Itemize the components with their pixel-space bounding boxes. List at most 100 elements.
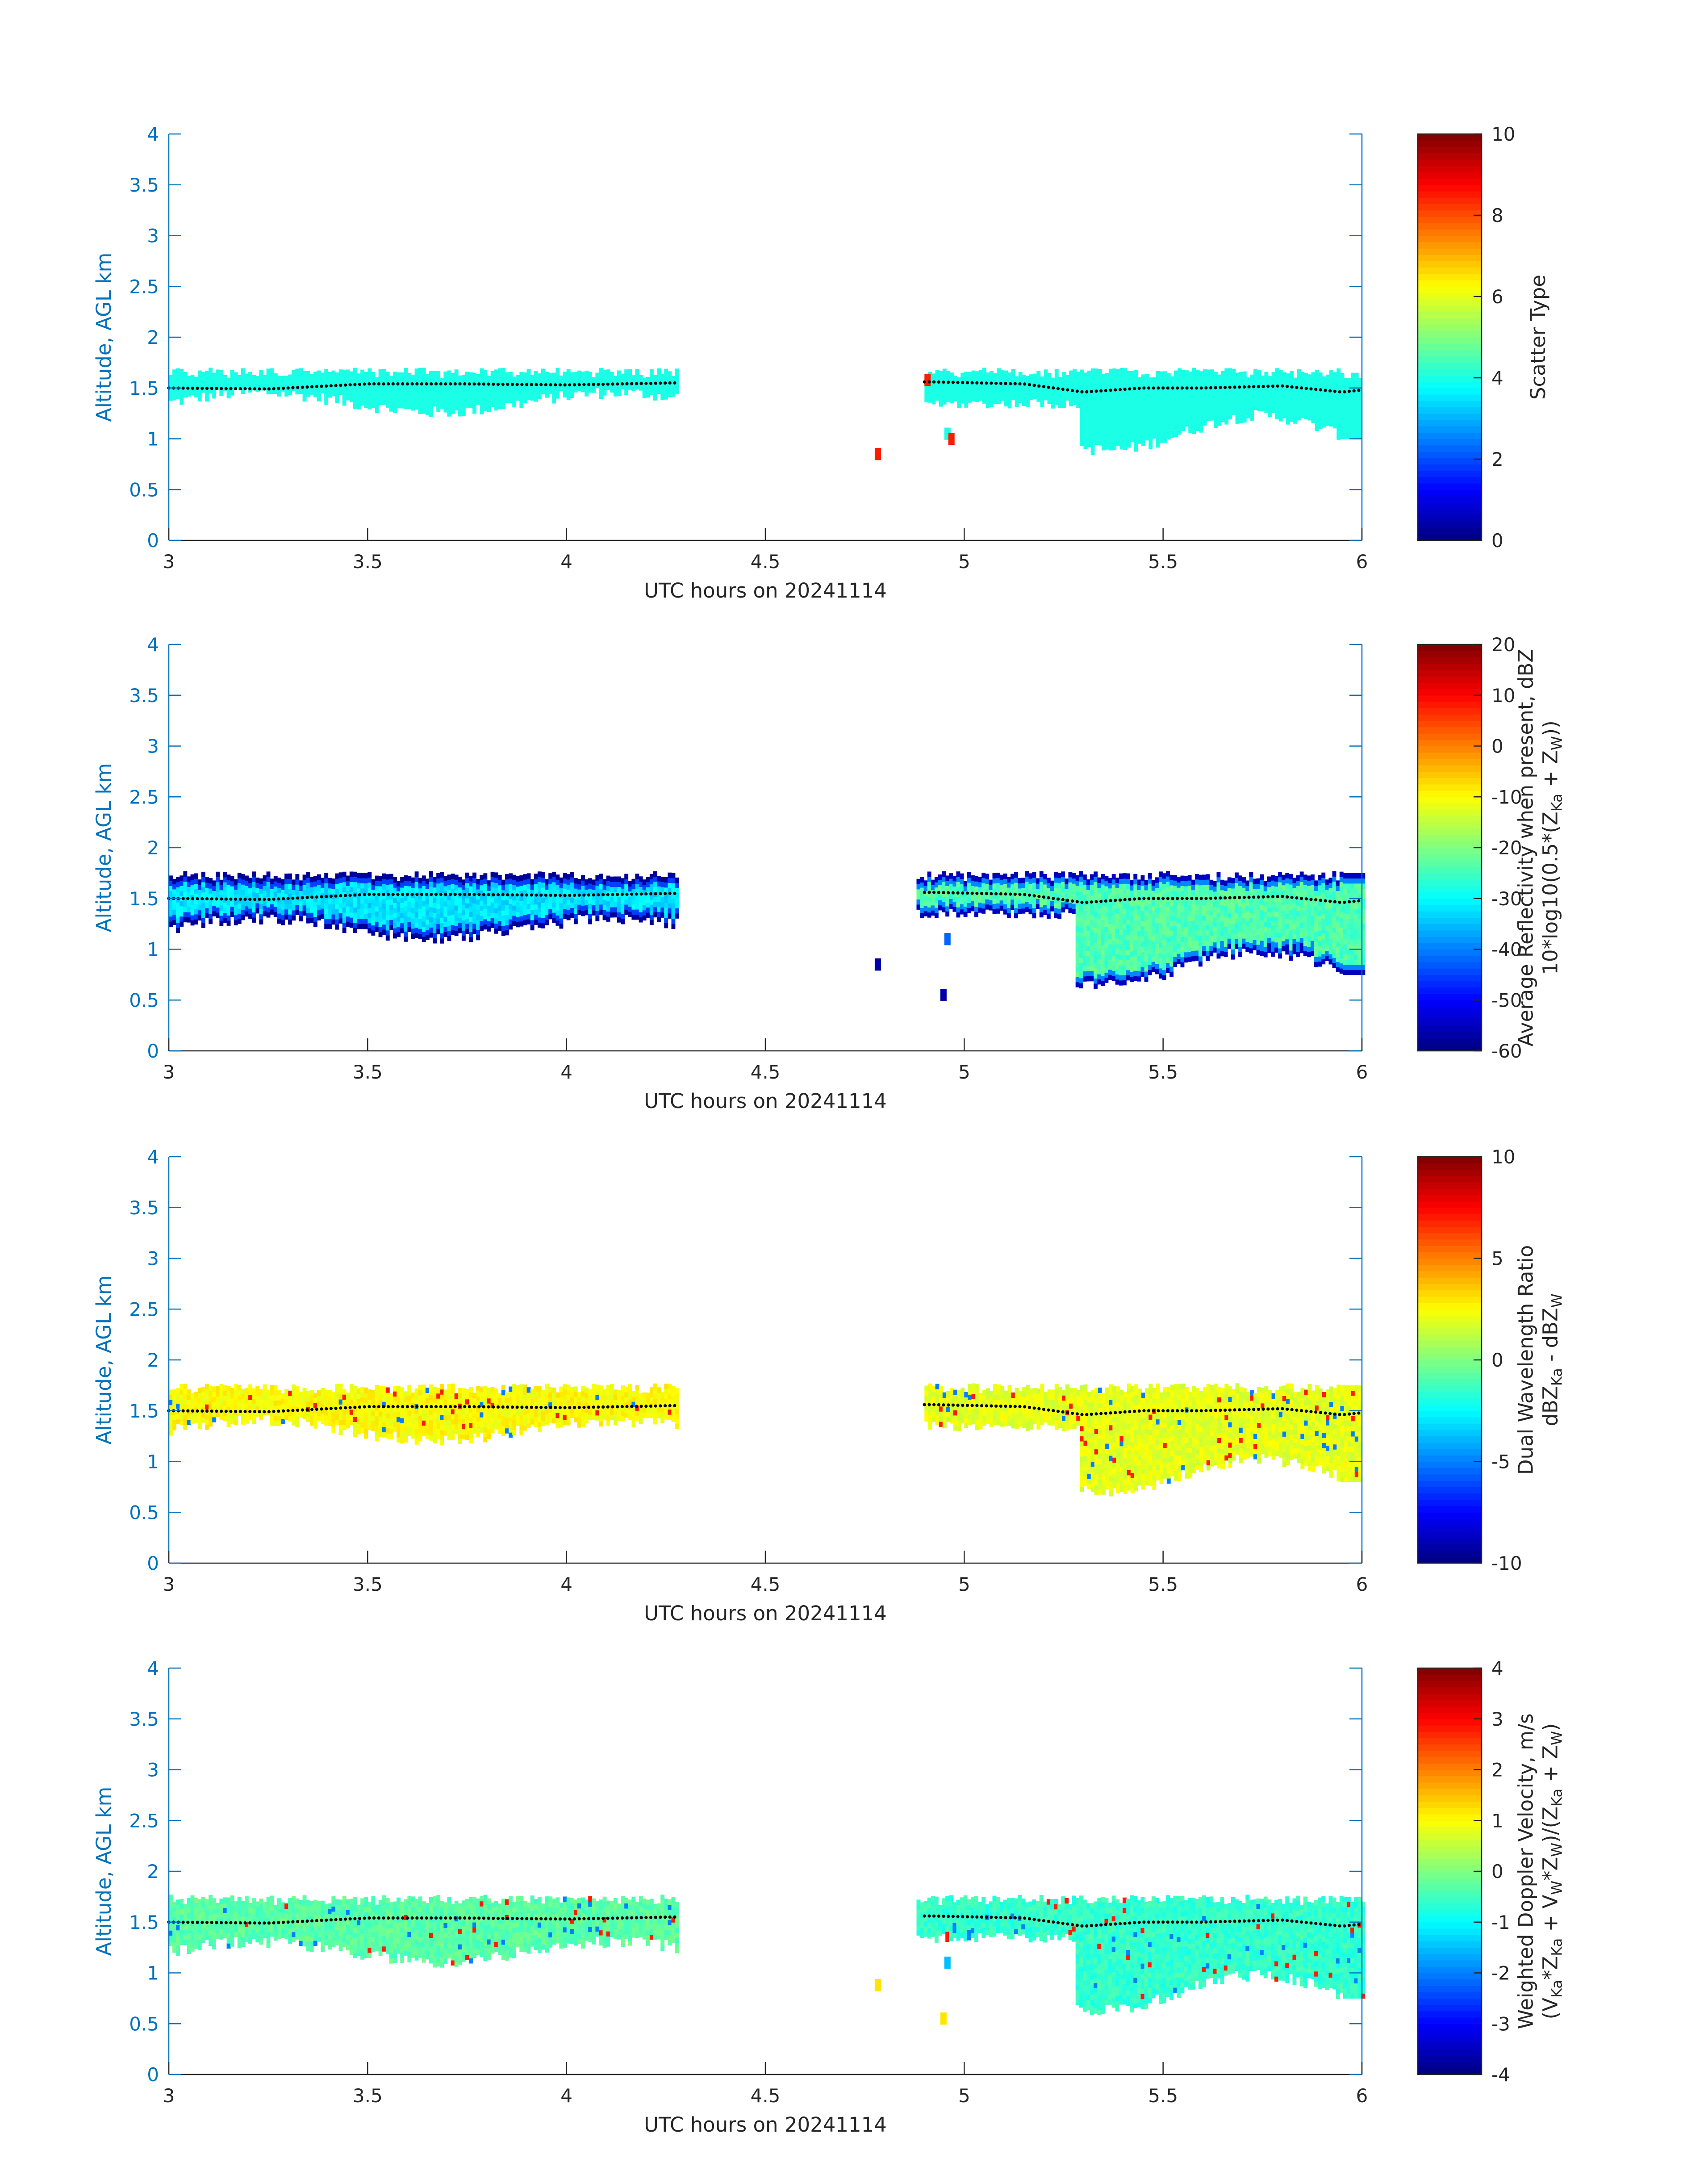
heatmap-cell (563, 914, 567, 919)
heatmap-cell (393, 402, 397, 408)
heatmap-cell (1245, 916, 1249, 921)
heatmap-cell (1177, 948, 1181, 954)
heatmap-cell (1206, 910, 1210, 915)
heatmap-cell (1065, 884, 1069, 889)
heatmap-cell (1199, 875, 1203, 880)
heatmap-cell (277, 913, 281, 919)
heatmap-cell (1011, 874, 1015, 879)
cloud-top-point (1195, 386, 1198, 389)
cloud-top-point (196, 387, 199, 390)
heatmap-cell (194, 382, 198, 387)
cloud-top-point (1266, 385, 1270, 388)
heatmap-cell (1083, 874, 1087, 880)
heatmap-cell (527, 394, 531, 400)
heatmap-cell (1040, 907, 1044, 912)
cloud-top-point (420, 382, 423, 385)
heatmap-cell (1105, 398, 1109, 404)
heatmap-cell (440, 903, 444, 908)
heatmap-cell (1112, 904, 1116, 910)
heatmap-cell (1048, 393, 1052, 399)
heatmap-cell (212, 891, 216, 896)
heatmap-cell (1272, 393, 1276, 398)
heatmap-cell (1115, 882, 1119, 888)
heatmap-cell (1336, 379, 1341, 384)
heatmap-cell (458, 918, 462, 923)
heatmap-cell (1329, 406, 1333, 411)
heatmap-cell (534, 889, 538, 894)
heatmap-cell (299, 373, 303, 379)
heatmap-cell (201, 887, 205, 892)
heatmap-cell (353, 378, 357, 383)
heatmap-cell (1257, 929, 1261, 935)
heatmap-cell (1228, 933, 1232, 939)
heatmap-cell (1141, 936, 1145, 941)
heatmap-cell (205, 381, 209, 386)
heatmap-cell (1196, 390, 1200, 395)
heatmap-cell (570, 903, 574, 908)
heatmap-cell (541, 368, 545, 374)
colorbar-swatch (1418, 483, 1482, 490)
heatmap-cell (1109, 410, 1113, 415)
cloud-top-point (1090, 390, 1093, 393)
heatmap-cell (1036, 888, 1040, 894)
heatmap-cell (270, 878, 274, 884)
colorbar-swatch (1418, 458, 1482, 464)
heatmap-cell (541, 898, 545, 903)
heatmap-cell (411, 375, 415, 380)
heatmap-cell (469, 377, 473, 383)
heatmap-cell (1348, 393, 1352, 398)
heatmap-cell (1199, 397, 1203, 402)
heatmap-cell (451, 403, 455, 409)
heatmap-cell (1050, 891, 1054, 896)
heatmap-cell (1159, 917, 1163, 923)
heatmap-cell (1119, 940, 1123, 945)
heatmap-cell (924, 392, 928, 397)
cloud-top-point (1014, 382, 1017, 385)
heatmap-cell (574, 899, 578, 904)
heatmap-cell (1253, 924, 1257, 930)
heatmap-cell (943, 374, 947, 379)
heatmap-cell (1058, 377, 1062, 382)
heatmap-cell (997, 373, 1001, 379)
heatmap-cell (1293, 398, 1297, 403)
heatmap-cell (979, 385, 983, 390)
heatmap-cell (1148, 433, 1153, 439)
heatmap-cell (1126, 874, 1130, 879)
heatmap-cell (530, 899, 535, 905)
heatmap-cell (1079, 891, 1083, 897)
heatmap-cell (610, 887, 614, 892)
heatmap-cell (972, 376, 976, 381)
heatmap-cell (476, 394, 480, 400)
heatmap-cell (548, 378, 552, 384)
heatmap-cell (1090, 910, 1094, 915)
heatmap-cell (310, 379, 314, 385)
heatmap-cell (1191, 930, 1195, 936)
heatmap-cell (346, 876, 350, 881)
heatmap-cell (342, 923, 347, 928)
heatmap-cell (527, 919, 531, 924)
heatmap-cell (675, 913, 679, 919)
heatmap-cell (509, 883, 513, 889)
heatmap-cell (1311, 408, 1315, 413)
heatmap-cell (367, 923, 372, 928)
heatmap-cell (639, 912, 643, 917)
heatmap-cell (1069, 381, 1073, 386)
heatmap-cell (1029, 883, 1033, 889)
heatmap-cell (599, 884, 603, 889)
heatmap-cell (252, 887, 256, 892)
heatmap-cell (433, 938, 437, 943)
heatmap-cell (360, 395, 364, 400)
heatmap-cell (1245, 931, 1249, 937)
heatmap-cell (610, 897, 614, 902)
heatmap-cell (1184, 886, 1188, 891)
heatmap-cell (458, 912, 462, 918)
heatmap-cell (1245, 921, 1249, 927)
heatmap-cell (1326, 395, 1330, 400)
heatmap-cell (205, 892, 209, 898)
heatmap-cell (1231, 913, 1235, 919)
heatmap-cell (1083, 936, 1087, 941)
heatmap-cell (263, 901, 267, 906)
cloud-top-point (606, 383, 610, 386)
cloud-top-point (1057, 387, 1060, 390)
heatmap-cell (1174, 406, 1178, 411)
